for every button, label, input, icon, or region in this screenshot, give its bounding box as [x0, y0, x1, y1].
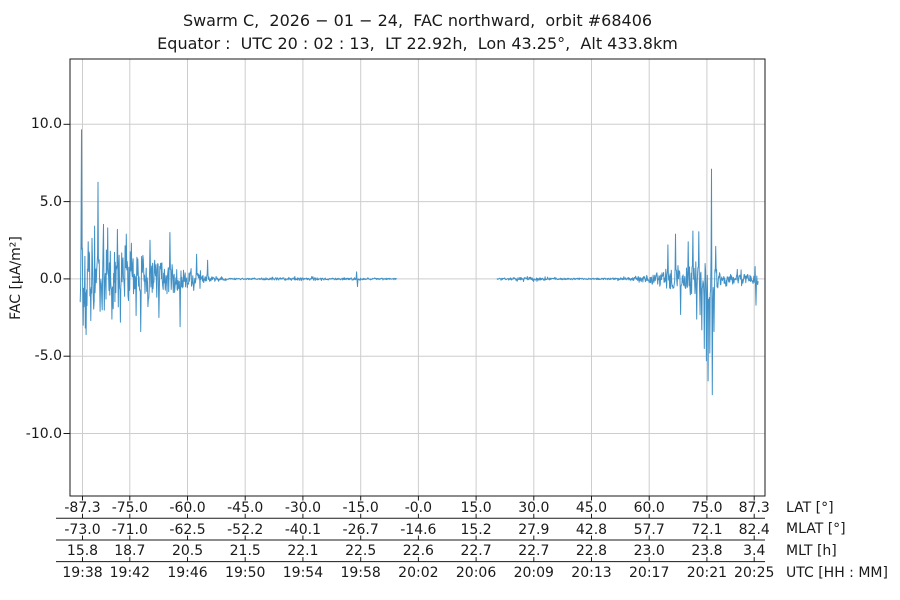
- x-tick-label-mlat: 27.9: [518, 521, 550, 538]
- x-tick-label-lat: 30.0: [518, 499, 550, 516]
- x-tick-label-lat: 45.0: [575, 499, 608, 516]
- x-tick-label-mlt: 23.8: [691, 543, 723, 559]
- x-tick-label-lat: -15.0: [342, 499, 379, 516]
- x-tick-label-mlt: 22.6: [402, 543, 434, 559]
- x-tick-label-utc: 19:46: [167, 565, 208, 581]
- fac-trace: [79, 129, 397, 336]
- x-tick-label-utc: 19:42: [109, 565, 150, 581]
- x-tick-label-mlat: -71.0: [111, 521, 148, 538]
- x-tick-label-utc: 20:09: [513, 565, 554, 581]
- axis-row-label-mlat: MLAT [°]: [786, 521, 846, 537]
- y-tick-label: -5.0: [34, 348, 62, 365]
- x-tick-label-mlat: -73.0: [64, 521, 101, 538]
- x-tick-label-utc: 20:17: [629, 565, 670, 581]
- x-tick-label-utc: 19:38: [62, 565, 103, 581]
- y-tick-label: -10.0: [25, 425, 62, 442]
- x-tick-label-mlt: 22.1: [287, 543, 319, 559]
- x-tick-label-mlat: 82.4: [738, 521, 770, 538]
- plot-frame: [69, 58, 766, 497]
- x-tick-label-utc: 19:58: [340, 565, 381, 581]
- x-tick-label-mlat: -52.2: [227, 521, 264, 538]
- x-tick-label-mlat: -62.5: [169, 521, 206, 538]
- x-tick-label-mlat: 72.1: [691, 521, 723, 538]
- x-tick-label-mlt: 20.5: [171, 543, 204, 559]
- x-tick-label-utc: 20:21: [686, 565, 728, 581]
- x-tick-label-lat: -87.3: [64, 499, 101, 516]
- x-tick-label-lat: -0.0: [404, 499, 433, 516]
- chart-subtitle: Equator : UTC 20 : 02 : 13, LT 22.92h, L…: [157, 34, 678, 53]
- x-tick-label-mlt: 22.8: [575, 543, 608, 559]
- x-tick-label-lat: 15.0: [460, 499, 492, 516]
- x-tick-label-mlt: 22.5: [345, 543, 377, 559]
- x-tick-label-lat: -45.0: [227, 499, 264, 516]
- x-tick-label-mlt: 18.7: [114, 543, 146, 559]
- x-tick-label-lat: -60.0: [169, 499, 206, 516]
- x-tick-label-mlt: 21.5: [229, 543, 261, 559]
- x-tick-label-lat: -75.0: [111, 499, 148, 516]
- y-tick-label: 10.0: [30, 116, 62, 133]
- x-tick-label-lat: 75.0: [691, 499, 723, 516]
- x-tick-label-utc: 20:06: [455, 565, 497, 581]
- x-tick-label-utc: 19:50: [225, 565, 266, 581]
- y-tick-label: 0.0: [39, 270, 62, 287]
- x-tick-label-mlat: -26.7: [342, 521, 379, 538]
- x-tick-label-mlat: 15.2: [460, 521, 492, 538]
- x-tick-label-lat: 60.0: [633, 499, 665, 516]
- x-tick-label-lat: 87.3: [738, 499, 770, 516]
- x-tick-label-utc: 19:54: [282, 565, 324, 581]
- x-tick-label-mlt: 22.7: [460, 543, 492, 559]
- x-tick-label-mlat: -40.1: [284, 521, 322, 538]
- x-tick-label-mlat: 57.7: [633, 521, 665, 538]
- x-tick-label-mlt: 15.8: [66, 543, 99, 559]
- x-tick-label-lat: -30.0: [284, 499, 322, 516]
- y-tick-label: 5.0: [39, 193, 62, 210]
- x-tick-label-mlat: -14.6: [400, 521, 437, 538]
- x-tick-label-utc: 20:25: [734, 565, 775, 581]
- axis-row-label-utc: UTC [HH : MM]: [786, 564, 888, 581]
- x-tick-label-utc: 20:02: [398, 565, 439, 581]
- x-tick-label-mlt: 23.0: [633, 543, 665, 559]
- x-tick-label-mlt: 3.4: [743, 543, 766, 559]
- axis-row-label-lat: LAT [°]: [786, 499, 834, 516]
- x-tick-label-mlt: 22.7: [518, 543, 550, 559]
- x-tick-label-mlat: 42.8: [575, 521, 608, 538]
- chart-title: Swarm C, 2026 − 01 − 24, FAC northward, …: [182, 11, 653, 30]
- fac-trace: [496, 168, 759, 396]
- x-tick-label-utc: 20:13: [571, 565, 612, 581]
- axis-row-label-mlt: MLT [h]: [786, 542, 837, 559]
